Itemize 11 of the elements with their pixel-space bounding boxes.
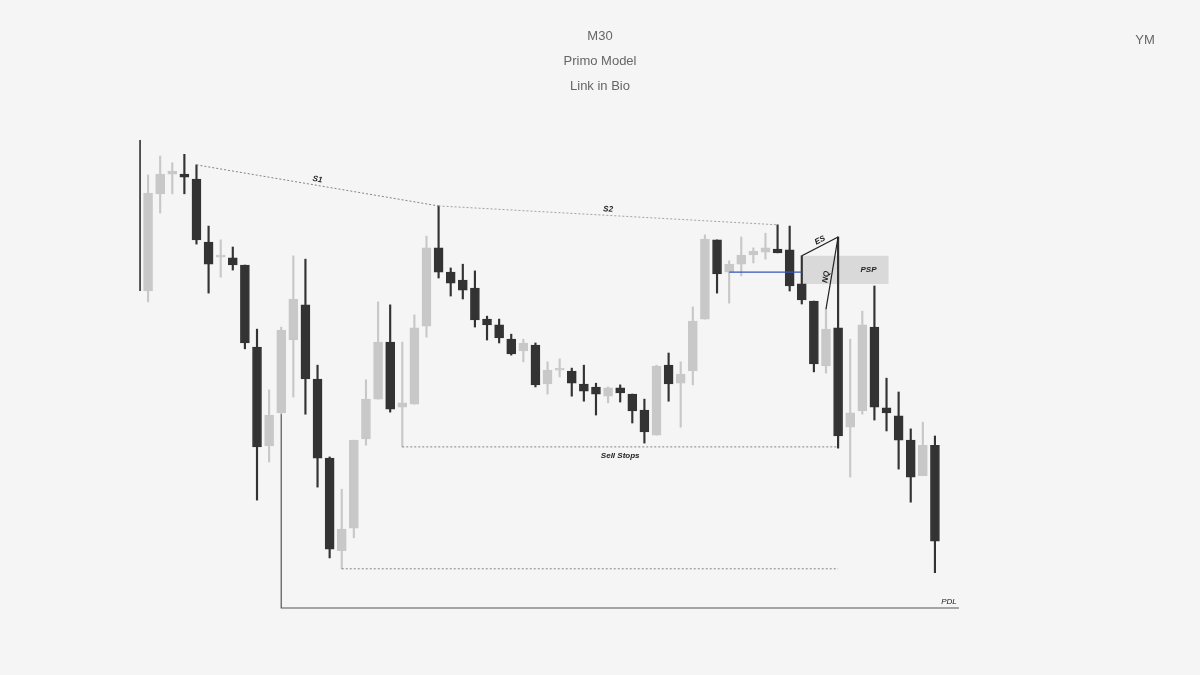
chart-subtitle: Primo Model [563,53,637,68]
text: ES [813,233,828,247]
text: PDL [941,597,957,606]
band-label: PSP [860,265,878,275]
chart-title: M30 [587,28,613,43]
series-label: Sell Stops [600,451,641,461]
text: Link in Bio [570,78,630,93]
series-label: S2 [602,204,614,214]
text: NQ [820,269,832,284]
text: YM [1135,32,1155,47]
text: S1 [312,173,324,185]
